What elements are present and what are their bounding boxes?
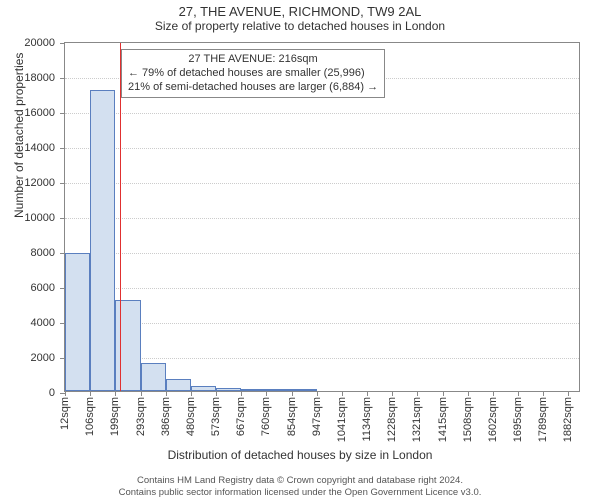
x-axis-label: Distribution of detached houses by size … — [0, 448, 600, 462]
x-tick-mark — [317, 391, 318, 396]
gridline — [65, 288, 579, 289]
x-tick-label: 760sqm — [260, 397, 272, 436]
histogram-bar — [292, 389, 317, 391]
y-tick-mark — [60, 113, 65, 114]
x-tick-mark — [367, 391, 368, 396]
x-tick-mark — [141, 391, 142, 396]
footnote-line-1: Contains HM Land Registry data © Crown c… — [137, 475, 463, 486]
x-tick-label: 1228sqm — [386, 397, 398, 442]
x-tick-label: 1134sqm — [361, 397, 373, 441]
x-tick-label: 106sqm — [84, 397, 96, 436]
histogram-bar — [266, 389, 291, 391]
x-tick-label: 1415sqm — [437, 397, 449, 442]
x-tick-label: 1508sqm — [462, 397, 474, 442]
x-tick-label: 293sqm — [135, 397, 147, 436]
gridline — [65, 183, 579, 184]
y-tick-label: 12000 — [24, 177, 55, 189]
x-tick-mark — [166, 391, 167, 396]
x-tick-label: 1321sqm — [411, 397, 423, 442]
x-tick-label: 480sqm — [185, 397, 197, 436]
x-tick-label: 1882sqm — [562, 397, 574, 442]
x-tick-label: 12sqm — [59, 397, 71, 430]
x-tick-mark — [65, 391, 66, 396]
x-tick-label: 199sqm — [109, 397, 121, 436]
histogram-bar — [191, 386, 216, 391]
histogram-bar — [65, 253, 90, 391]
x-tick-mark — [241, 391, 242, 396]
x-tick-mark — [191, 391, 192, 396]
histogram-bar — [166, 379, 191, 391]
gridline — [65, 253, 579, 254]
y-tick-label: 8000 — [31, 247, 55, 259]
y-tick-mark — [60, 183, 65, 184]
histogram-bar — [141, 363, 166, 391]
x-tick-mark — [443, 391, 444, 396]
x-tick-label: 1789sqm — [537, 397, 549, 442]
x-tick-label: 386sqm — [160, 397, 172, 436]
y-tick-label: 0 — [49, 387, 55, 399]
x-tick-mark — [90, 391, 91, 396]
y-tick-label: 4000 — [31, 317, 55, 329]
y-tick-label: 14000 — [24, 142, 55, 154]
x-tick-mark — [417, 391, 418, 396]
x-tick-mark — [543, 391, 544, 396]
chart-subtitle: Size of property relative to detached ho… — [0, 19, 600, 35]
annotation-title: 27 THE AVENUE: 216sqm — [128, 53, 378, 67]
y-tick-label: 2000 — [31, 352, 55, 364]
y-tick-mark — [60, 78, 65, 79]
x-tick-mark — [342, 391, 343, 396]
y-tick-label: 16000 — [24, 107, 55, 119]
x-tick-mark — [266, 391, 267, 396]
x-tick-label: 947sqm — [311, 397, 323, 436]
y-tick-label: 18000 — [24, 72, 55, 84]
x-tick-label: 573sqm — [210, 397, 222, 436]
x-tick-mark — [493, 391, 494, 396]
x-tick-mark — [292, 391, 293, 396]
y-tick-mark — [60, 43, 65, 44]
footnote-line-2: Contains public sector information licen… — [119, 487, 482, 498]
x-tick-mark — [518, 391, 519, 396]
x-tick-mark — [392, 391, 393, 396]
y-tick-mark — [60, 218, 65, 219]
annotation-box: 27 THE AVENUE: 216sqm← 79% of detached h… — [121, 49, 385, 98]
gridline — [65, 113, 579, 114]
y-tick-label: 20000 — [24, 37, 55, 49]
x-tick-label: 854sqm — [286, 397, 298, 436]
histogram-bar — [241, 389, 266, 391]
y-tick-mark — [60, 148, 65, 149]
gridline — [65, 323, 579, 324]
x-tick-mark — [216, 391, 217, 396]
plot-area: 0200040006000800010000120001400016000180… — [64, 42, 580, 392]
histogram-bar — [216, 388, 241, 392]
gridline — [65, 358, 579, 359]
gridline — [65, 218, 579, 219]
x-tick-label: 667sqm — [235, 397, 247, 436]
chart-title: 27, THE AVENUE, RICHMOND, TW9 2AL — [0, 0, 600, 19]
annotation-line-smaller: ← 79% of detached houses are smaller (25… — [128, 67, 378, 81]
gridline — [65, 148, 579, 149]
x-tick-label: 1041sqm — [336, 397, 348, 442]
y-tick-label: 6000 — [31, 282, 55, 294]
x-tick-mark — [468, 391, 469, 396]
histogram-bar — [90, 90, 115, 391]
x-tick-mark — [568, 391, 569, 396]
chart-container: 27, THE AVENUE, RICHMOND, TW9 2AL Size o… — [0, 0, 600, 500]
x-tick-label: 1602sqm — [487, 397, 499, 442]
footnote: Contains HM Land Registry data © Crown c… — [0, 475, 600, 498]
x-tick-mark — [115, 391, 116, 396]
annotation-line-larger: 21% of semi-detached houses are larger (… — [128, 81, 378, 95]
y-tick-label: 10000 — [24, 212, 55, 224]
x-tick-label: 1695sqm — [512, 397, 524, 442]
